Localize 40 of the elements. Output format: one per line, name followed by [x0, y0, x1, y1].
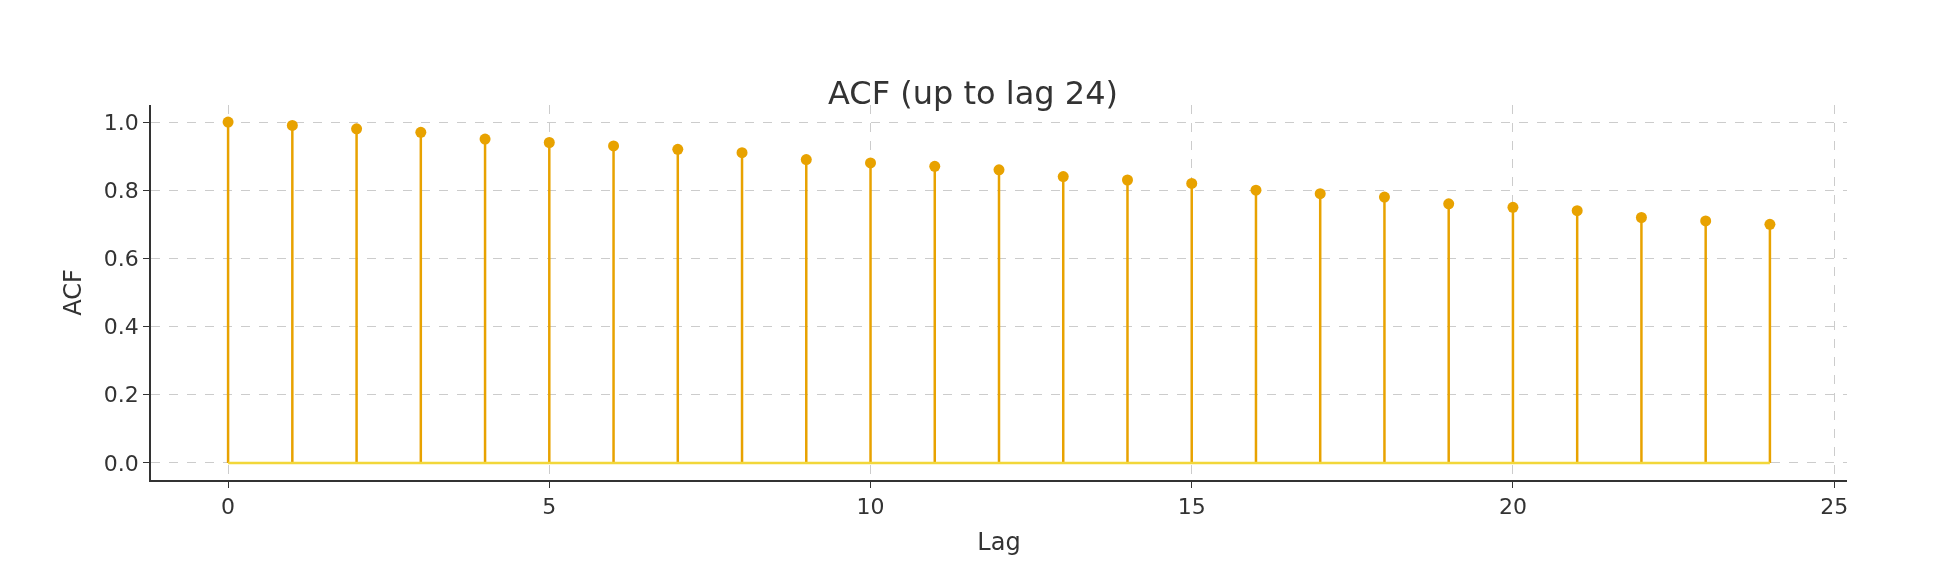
x-tick-label: 10 [856, 494, 885, 520]
point [1057, 171, 1069, 183]
x-tick-label: 5 [542, 494, 557, 520]
point [415, 126, 427, 138]
point [1186, 177, 1198, 189]
point [1378, 191, 1390, 203]
point [1507, 201, 1519, 213]
y-tick-label: 0.0 [103, 450, 139, 476]
y-tick-label: 1.0 [103, 109, 139, 135]
y-tick-label: 0.8 [103, 177, 139, 203]
point [1250, 184, 1262, 196]
point [543, 137, 555, 148]
point [286, 119, 298, 131]
x-tick-label: 20 [1498, 494, 1527, 520]
point [993, 164, 1005, 176]
point [865, 157, 877, 169]
point [800, 154, 812, 166]
point [929, 160, 941, 172]
point [608, 140, 620, 152]
x-tick-label: 15 [1177, 494, 1206, 520]
chart-title: ACF (up to lag 24) [828, 73, 1118, 112]
point [1571, 205, 1583, 217]
point [1635, 212, 1647, 223]
point [1443, 198, 1455, 210]
point [1314, 188, 1326, 200]
point [1121, 174, 1133, 186]
y-axis-title: ACF [59, 269, 88, 316]
x-axis-title: Lag [977, 527, 1021, 556]
y-tick-label: 0.2 [103, 382, 139, 408]
point [672, 143, 684, 155]
y-tick-label: 0.6 [103, 246, 139, 272]
point [1764, 218, 1776, 230]
y-tick-label: 0.4 [103, 314, 139, 340]
x-tick-label: 25 [1820, 494, 1849, 520]
point [1700, 215, 1712, 227]
x-tick-label: 0 [221, 494, 236, 520]
point [736, 147, 748, 159]
point [351, 123, 363, 135]
point [222, 116, 234, 128]
point [479, 133, 491, 145]
